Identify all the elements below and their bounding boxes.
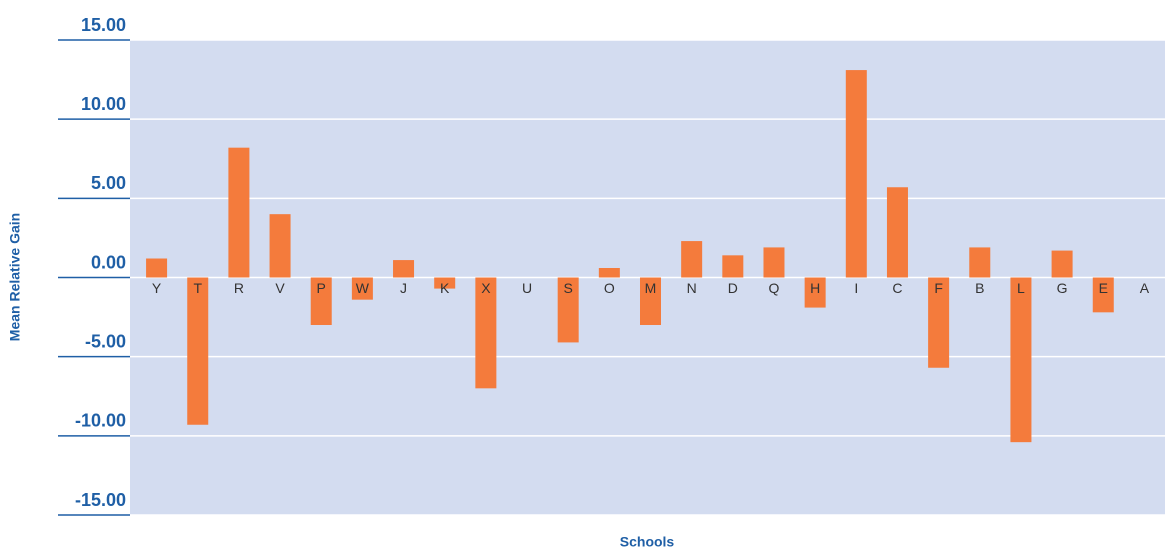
bar xyxy=(722,255,744,278)
x-tick-label: N xyxy=(687,280,697,296)
bar xyxy=(475,277,497,389)
x-tick-label: P xyxy=(317,280,326,296)
bar xyxy=(640,277,661,325)
x-tick-label: E xyxy=(1099,280,1108,296)
bar xyxy=(804,277,826,308)
x-tick-label: X xyxy=(481,280,491,296)
y-axis-label: Mean Relative Gain xyxy=(7,213,23,341)
x-tick-label: V xyxy=(275,280,285,296)
x-tick-label: J xyxy=(400,280,407,296)
x-tick-label: Y xyxy=(152,280,162,296)
x-tick-label: H xyxy=(810,280,820,296)
bar xyxy=(928,277,950,368)
x-tick-label: C xyxy=(892,280,902,296)
y-tick-label: -10.00 xyxy=(75,411,126,431)
bar xyxy=(763,247,785,278)
y-tick-label: 15.00 xyxy=(81,15,126,35)
bar xyxy=(310,277,332,325)
x-tick-label: I xyxy=(854,280,858,296)
x-tick-label: A xyxy=(1140,280,1150,296)
x-tick-label: Q xyxy=(769,280,780,296)
x-tick-label: O xyxy=(604,280,615,296)
bar xyxy=(434,277,456,289)
x-tick-label: K xyxy=(440,280,450,296)
y-tick-label: -15.00 xyxy=(75,490,126,510)
x-tick-label: D xyxy=(728,280,738,296)
bar xyxy=(845,70,867,278)
y-tick-label: 5.00 xyxy=(91,173,126,193)
bar xyxy=(146,258,168,278)
bar xyxy=(351,277,373,300)
bar xyxy=(1051,250,1073,278)
bar xyxy=(1010,277,1032,443)
x-tick-label: R xyxy=(234,280,244,296)
y-tick-label: 0.00 xyxy=(91,252,126,272)
bar xyxy=(681,241,703,278)
x-tick-label: F xyxy=(934,280,943,296)
bar xyxy=(557,277,579,343)
bar xyxy=(598,268,620,278)
x-tick-label: M xyxy=(645,280,657,296)
bar xyxy=(228,147,250,278)
bar xyxy=(269,214,291,278)
x-tick-label: W xyxy=(356,280,370,296)
x-tick-label: T xyxy=(193,280,202,296)
bar xyxy=(393,260,415,278)
x-tick-label: B xyxy=(975,280,984,296)
bar xyxy=(969,247,991,278)
bar xyxy=(1092,277,1114,313)
y-tick-label: -5.00 xyxy=(85,331,126,351)
y-tick-label: 10.00 xyxy=(81,94,126,114)
x-axis-label: Schools xyxy=(620,534,675,549)
bar xyxy=(886,187,908,278)
bar xyxy=(187,277,209,425)
x-tick-label: L xyxy=(1017,280,1025,296)
x-tick-label: G xyxy=(1057,280,1068,296)
x-tick-label: U xyxy=(522,280,532,296)
x-tick-label: S xyxy=(564,280,573,296)
